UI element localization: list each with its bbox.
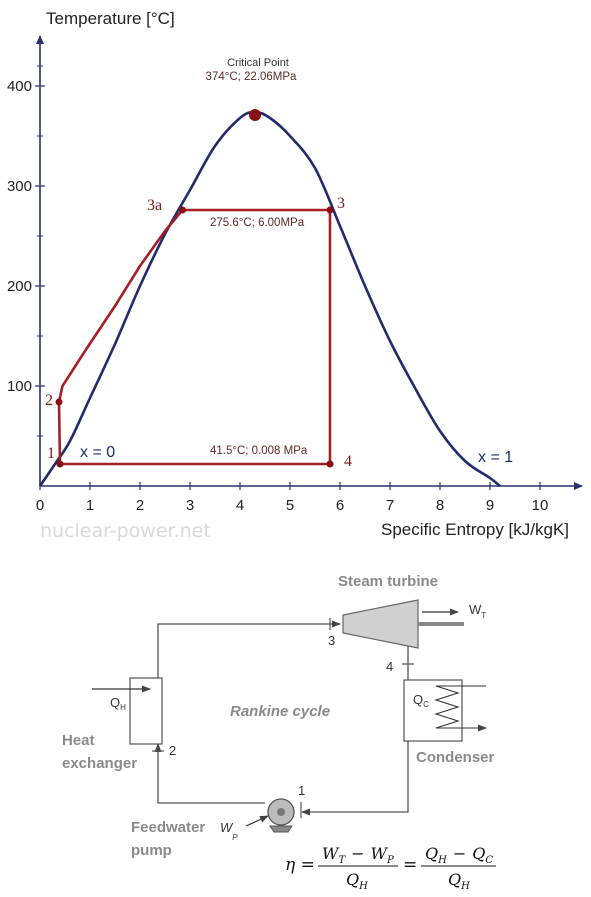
heat-exchanger-label-1: Heat	[62, 732, 95, 749]
turbine-work-symbol: WT	[469, 602, 486, 620]
heat-exchanger-label-2: exchanger	[62, 755, 137, 772]
heat-exchanger-box	[129, 677, 163, 745]
y-tick-label: 300	[7, 178, 32, 195]
turbine-label: Steam turbine	[338, 573, 438, 590]
critical-point-marker	[249, 109, 261, 121]
high-pressure-annotation: 275.6°C; 6.00MPa	[210, 217, 305, 229]
heat-input-symbol: QH	[110, 695, 126, 712]
ts-diagram: 100 200 300 400 0 1 2 3 4 5 6 7 8 9 10 Temperature [°…	[7, 9, 583, 542]
state-points	[55, 206, 334, 468]
y-tick-label: 200	[7, 278, 32, 295]
watermark: nuclear-power.net	[40, 520, 211, 542]
critical-point-value: 374°C; 22.06MPa	[206, 71, 298, 83]
quality-label-x0: x = 0	[80, 444, 115, 461]
node-label-2: 2	[169, 743, 176, 758]
state-label-4: 4	[344, 453, 352, 470]
x-tick-label: 1	[86, 497, 94, 514]
y-ticks: 100 200 300 400	[7, 65, 45, 437]
rankine-cycle-path	[57, 208, 332, 466]
condenser-box	[403, 679, 463, 742]
y-tick-label: 100	[7, 378, 32, 395]
quality-label-x1: x = 1	[478, 449, 513, 466]
steam-turbine	[342, 599, 419, 649]
state-point-1	[56, 460, 64, 468]
pipe-pump-to-hx	[154, 743, 265, 804]
state-point-2	[55, 398, 63, 406]
pipe-condenser-to-pump	[301, 741, 409, 816]
schematic-title: Rankine cycle	[230, 703, 330, 720]
x-tick-label: 0	[36, 497, 44, 514]
state-label-1: 1	[47, 445, 55, 462]
x-tick-label: 10	[532, 497, 549, 514]
formula-numerator-2: QH − QC	[425, 844, 493, 866]
formula-equals: =	[403, 855, 417, 875]
pump-work-arrow	[245, 815, 269, 827]
pump-base	[269, 825, 293, 833]
formula-denominator-2: QH	[448, 870, 470, 892]
state-label-3a: 3a	[147, 197, 162, 214]
x-tick-label: 5	[286, 497, 294, 514]
pipe-hx-to-turbine	[157, 620, 341, 678]
saturation-dome	[38, 110, 501, 488]
y-tick-label: 400	[7, 78, 32, 95]
state-label-2: 2	[45, 392, 53, 409]
efficiency-formula: η = WT − WP QH = QH − QC QH	[285, 844, 496, 892]
low-pressure-annotation: 41.5°C; 0.008 MPa	[210, 445, 308, 457]
pump-label-2: pump	[131, 842, 172, 859]
node-label-3: 3	[328, 633, 335, 648]
node-label-4: 4	[386, 659, 393, 674]
state-point-3	[326, 206, 334, 214]
state-point-4	[326, 460, 334, 468]
formula-numerator-1: WT − WP	[322, 844, 394, 866]
condenser-coil	[434, 685, 486, 729]
x-tick-label: 4	[236, 497, 244, 514]
node-label-1: 1	[298, 783, 305, 798]
formula-eta: η =	[285, 855, 315, 875]
pump-label-1: Feedwater	[131, 819, 205, 836]
rankine-schematic: Steam turbine Rankine cycle Heat exchang…	[62, 573, 496, 892]
x-axis-title: Specific Entropy [kJ/kgK]	[381, 520, 569, 539]
state-point-3a	[179, 206, 186, 214]
x-tick-label: 6	[336, 497, 344, 514]
pump-work-symbol: WP	[220, 820, 238, 842]
state-label-3: 3	[337, 195, 345, 212]
x-tick-label: 2	[136, 497, 144, 514]
condenser-label: Condenser	[416, 749, 495, 766]
pump-hub	[277, 808, 285, 816]
x-tick-label: 7	[386, 497, 394, 514]
x-ticks: 0 1 2 3 4 5 6 7 8 9 10	[36, 482, 549, 514]
x-tick-label: 3	[186, 497, 194, 514]
heat-rejected-symbol: QC	[413, 692, 429, 709]
x-tick-label: 9	[486, 497, 494, 514]
critical-point-label: Critical Point	[227, 57, 289, 69]
y-axis-title: Temperature [°C]	[46, 9, 175, 28]
x-tick-label: 8	[436, 497, 444, 514]
formula-denominator-1: QH	[346, 870, 368, 892]
